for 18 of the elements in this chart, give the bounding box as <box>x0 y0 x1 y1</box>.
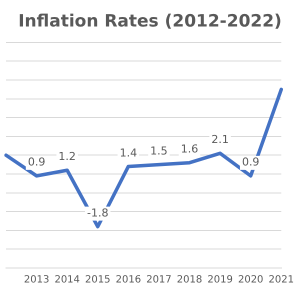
x-tick-label: 2013 <box>24 274 50 286</box>
data-label: 2.1 <box>211 133 229 146</box>
data-label: 0.9 <box>28 156 46 169</box>
x-tick-label: 2014 <box>54 274 80 286</box>
data-label: 1.4 <box>120 146 138 160</box>
x-tick-label: 2015 <box>85 274 110 286</box>
x-tick-label: 2021 <box>268 274 294 286</box>
data-label: -1.8 <box>87 206 108 220</box>
chart-title: Inflation Rates (2012-2022) <box>18 12 282 32</box>
x-tick-label: 2018 <box>176 274 202 286</box>
x-tick-label: 2016 <box>116 274 142 286</box>
data-label: 1.6 <box>180 142 198 156</box>
data-label: 0.9 <box>242 156 260 169</box>
data-label: 1.2 <box>58 150 76 164</box>
x-tick-label: 2019 <box>207 274 233 286</box>
data-label: 1.5 <box>150 144 168 158</box>
x-tick-label: 2017 <box>146 274 172 286</box>
x-tick-label: 2020 <box>238 274 264 286</box>
